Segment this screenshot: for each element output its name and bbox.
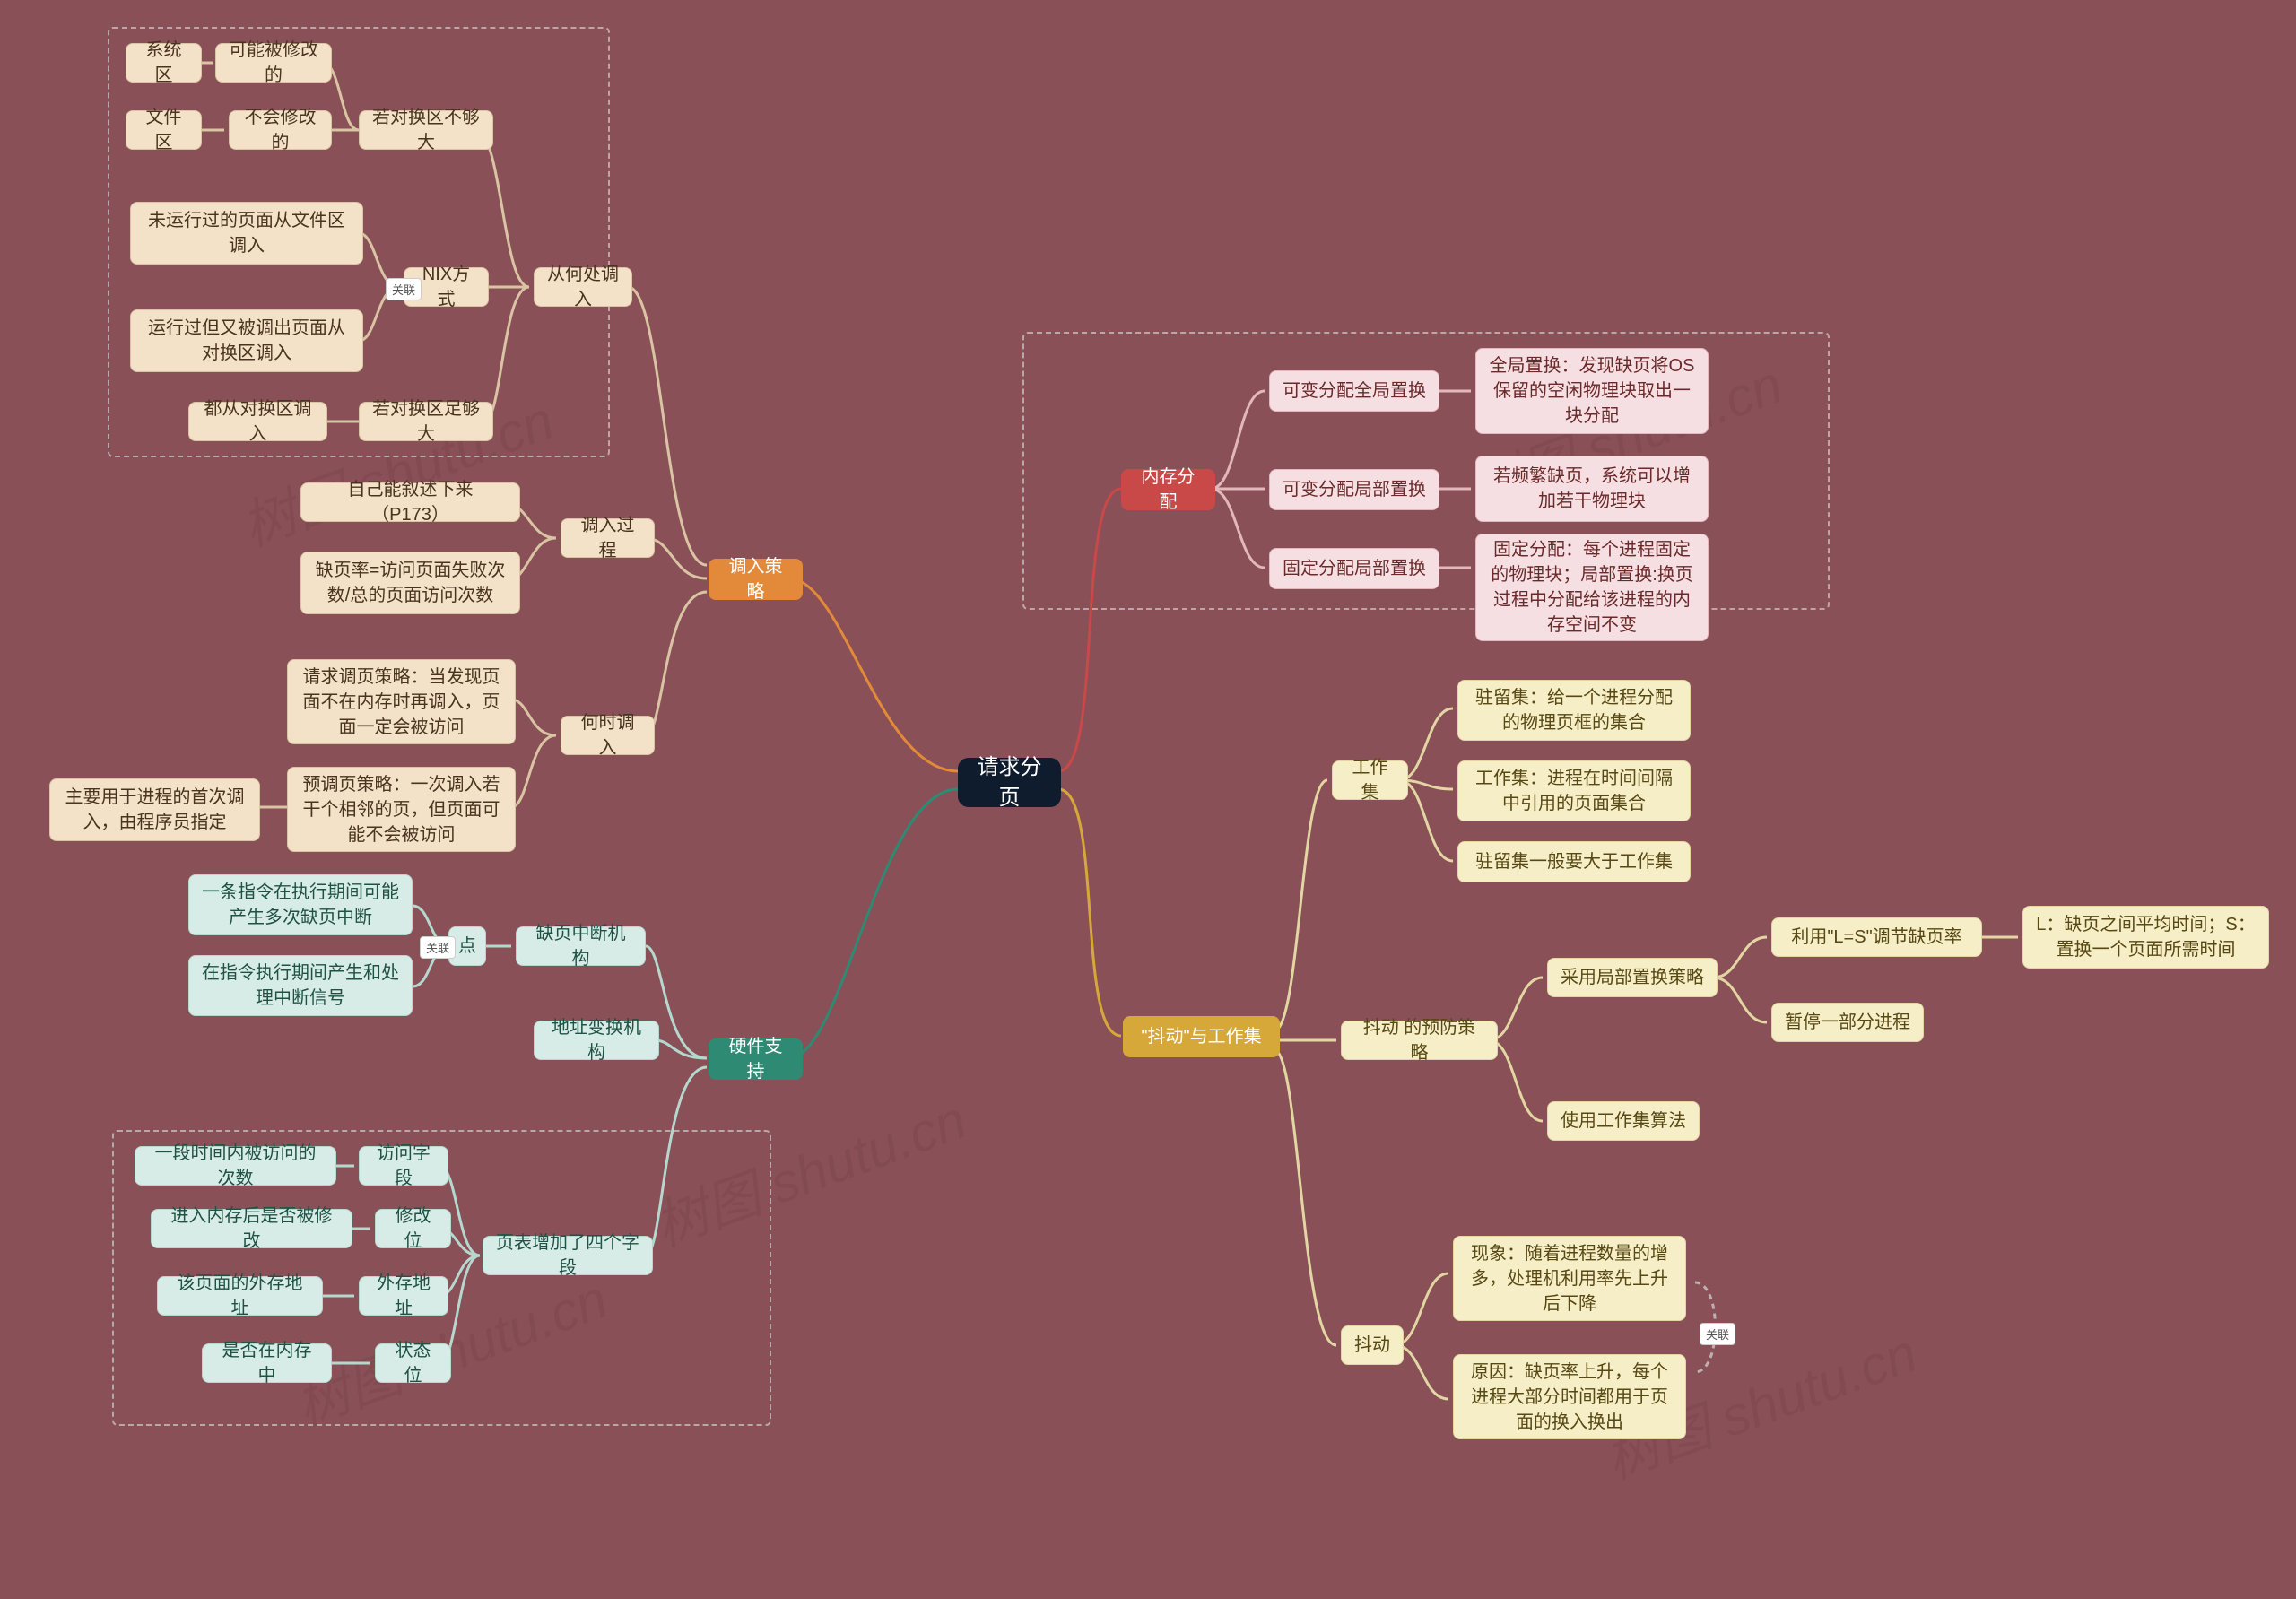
- branch-hardware[interactable]: 硬件支持: [709, 1038, 803, 1080]
- node-fault-rate[interactable]: 缺页率=访问页面失败次数/总的页面访问次数: [300, 552, 520, 614]
- tag-relation: 关联: [1700, 1323, 1735, 1345]
- tag-relation: 关联: [420, 936, 456, 959]
- node-from-where[interactable]: 从何处调入: [534, 267, 632, 307]
- node-describe-p173[interactable]: 自己能叙述下来（P173）: [300, 482, 520, 522]
- node-system-area[interactable]: 系统区: [126, 43, 202, 83]
- node-modify-bit-desc[interactable]: 进入内存后是否被修改: [151, 1209, 352, 1248]
- node-var-local-desc[interactable]: 若频繁缺页，系统可以增加若干物理块: [1475, 456, 1709, 522]
- node-demand-paging[interactable]: 请求调页策略：当发现页面不在内存时再调入，页面一定会被访问: [287, 659, 516, 744]
- node-ext-addr-desc[interactable]: 该页面的外存地址: [157, 1276, 323, 1316]
- node-thrash[interactable]: 抖动: [1341, 1325, 1404, 1365]
- node-resident-set[interactable]: 驻留集：给一个进程分配的物理页框的集合: [1457, 680, 1691, 741]
- node-status-bit-desc[interactable]: 是否在内存中: [202, 1343, 332, 1383]
- node-ext-addr[interactable]: 外存地址: [359, 1276, 448, 1316]
- branch-thrashing[interactable]: "抖动"与工作集: [1123, 1016, 1280, 1057]
- node-multi-fault[interactable]: 一条指令在执行期间可能产生多次缺页中断: [188, 874, 413, 935]
- node-ran-from-swap[interactable]: 运行过但又被调出页面从对换区调入: [130, 309, 363, 372]
- node-pause-process[interactable]: 暂停一部分进程: [1771, 1003, 1924, 1042]
- node-thrash-symptom[interactable]: 现象：随着进程数量的增多，处理机利用率先上升后下降: [1453, 1236, 1686, 1321]
- node-var-global-desc[interactable]: 全局置换：发现缺页将OS保留的空闲物理块取出一块分配: [1475, 348, 1709, 434]
- node-modifiable[interactable]: 可能被修改的: [215, 43, 332, 83]
- node-swap-large[interactable]: 若对换区足够大: [359, 402, 493, 441]
- node-fixed-local-desc[interactable]: 固定分配：每个进程固定的物理块；局部置换:换页过程中分配给该进程的内存空间不变: [1475, 534, 1709, 641]
- node-first-load[interactable]: 主要用于进程的首次调入，由程序员指定: [49, 778, 260, 841]
- node-fixed-local[interactable]: 固定分配局部置换: [1269, 548, 1439, 589]
- branch-load-strategy[interactable]: 调入策略: [709, 559, 803, 600]
- node-addr-translate[interactable]: 地址变换机构: [534, 1021, 659, 1060]
- node-working-set[interactable]: 工作集: [1332, 760, 1408, 800]
- node-use-ws-algo[interactable]: 使用工作集算法: [1547, 1101, 1700, 1141]
- node-ls-desc[interactable]: L：缺页之间平均时间；S：置换一个页面所需时间: [2022, 906, 2269, 969]
- node-process[interactable]: 调入过程: [561, 518, 655, 558]
- node-thrash-cause[interactable]: 原因：缺页率上升，每个进程大部分时间都用于页面的换入换出: [1453, 1354, 1686, 1439]
- node-resident-gt-working[interactable]: 驻留集一般要大于工作集: [1457, 841, 1691, 882]
- node-swap-small[interactable]: 若对换区不够大: [359, 110, 493, 150]
- node-modify-bit[interactable]: 修改位: [375, 1209, 451, 1248]
- node-not-modifiable[interactable]: 不会修改的: [229, 110, 332, 150]
- node-when-load[interactable]: 何时调入: [561, 716, 655, 755]
- node-var-global[interactable]: 可变分配全局置换: [1269, 370, 1439, 412]
- node-fault-interrupt[interactable]: 缺页中断机构: [516, 926, 646, 966]
- node-ls-adjust[interactable]: 利用"L=S"调节缺页率: [1771, 917, 1982, 957]
- node-access-field[interactable]: 访问字段: [359, 1146, 448, 1186]
- node-local-replace[interactable]: 采用局部置换策略: [1547, 958, 1718, 997]
- node-var-local[interactable]: 可变分配局部置换: [1269, 469, 1439, 510]
- node-status-bit[interactable]: 状态位: [375, 1343, 451, 1383]
- node-pre-paging[interactable]: 预调页策略：一次调入若干个相邻的页，但页面可能不会被访问: [287, 767, 516, 852]
- node-working-set-def[interactable]: 工作集：进程在时间间隔中引用的页面集合: [1457, 760, 1691, 821]
- node-all-from-swap[interactable]: 都从对换区调入: [188, 402, 327, 441]
- node-file-area[interactable]: 文件区: [126, 110, 202, 150]
- root-node[interactable]: 请求分页: [958, 758, 1061, 807]
- node-unrun-from-file[interactable]: 未运行过的页面从文件区调入: [130, 202, 363, 265]
- node-thrash-prevent[interactable]: 抖动 的预防策略: [1341, 1021, 1498, 1060]
- branch-mem-alloc[interactable]: 内存分配: [1121, 469, 1215, 510]
- node-page-table-fields[interactable]: 页表增加了四个字段: [483, 1236, 653, 1275]
- node-access-field-desc[interactable]: 一段时间内被访问的次数: [135, 1146, 336, 1186]
- node-handle-signal[interactable]: 在指令执行期间产生和处理中断信号: [188, 955, 413, 1016]
- mindmap-canvas: 树图 shutu.cn 树图 shutu.cn 树图 shutu.cn 树图 s…: [0, 0, 2296, 1599]
- tag-relation: 关联: [386, 278, 422, 300]
